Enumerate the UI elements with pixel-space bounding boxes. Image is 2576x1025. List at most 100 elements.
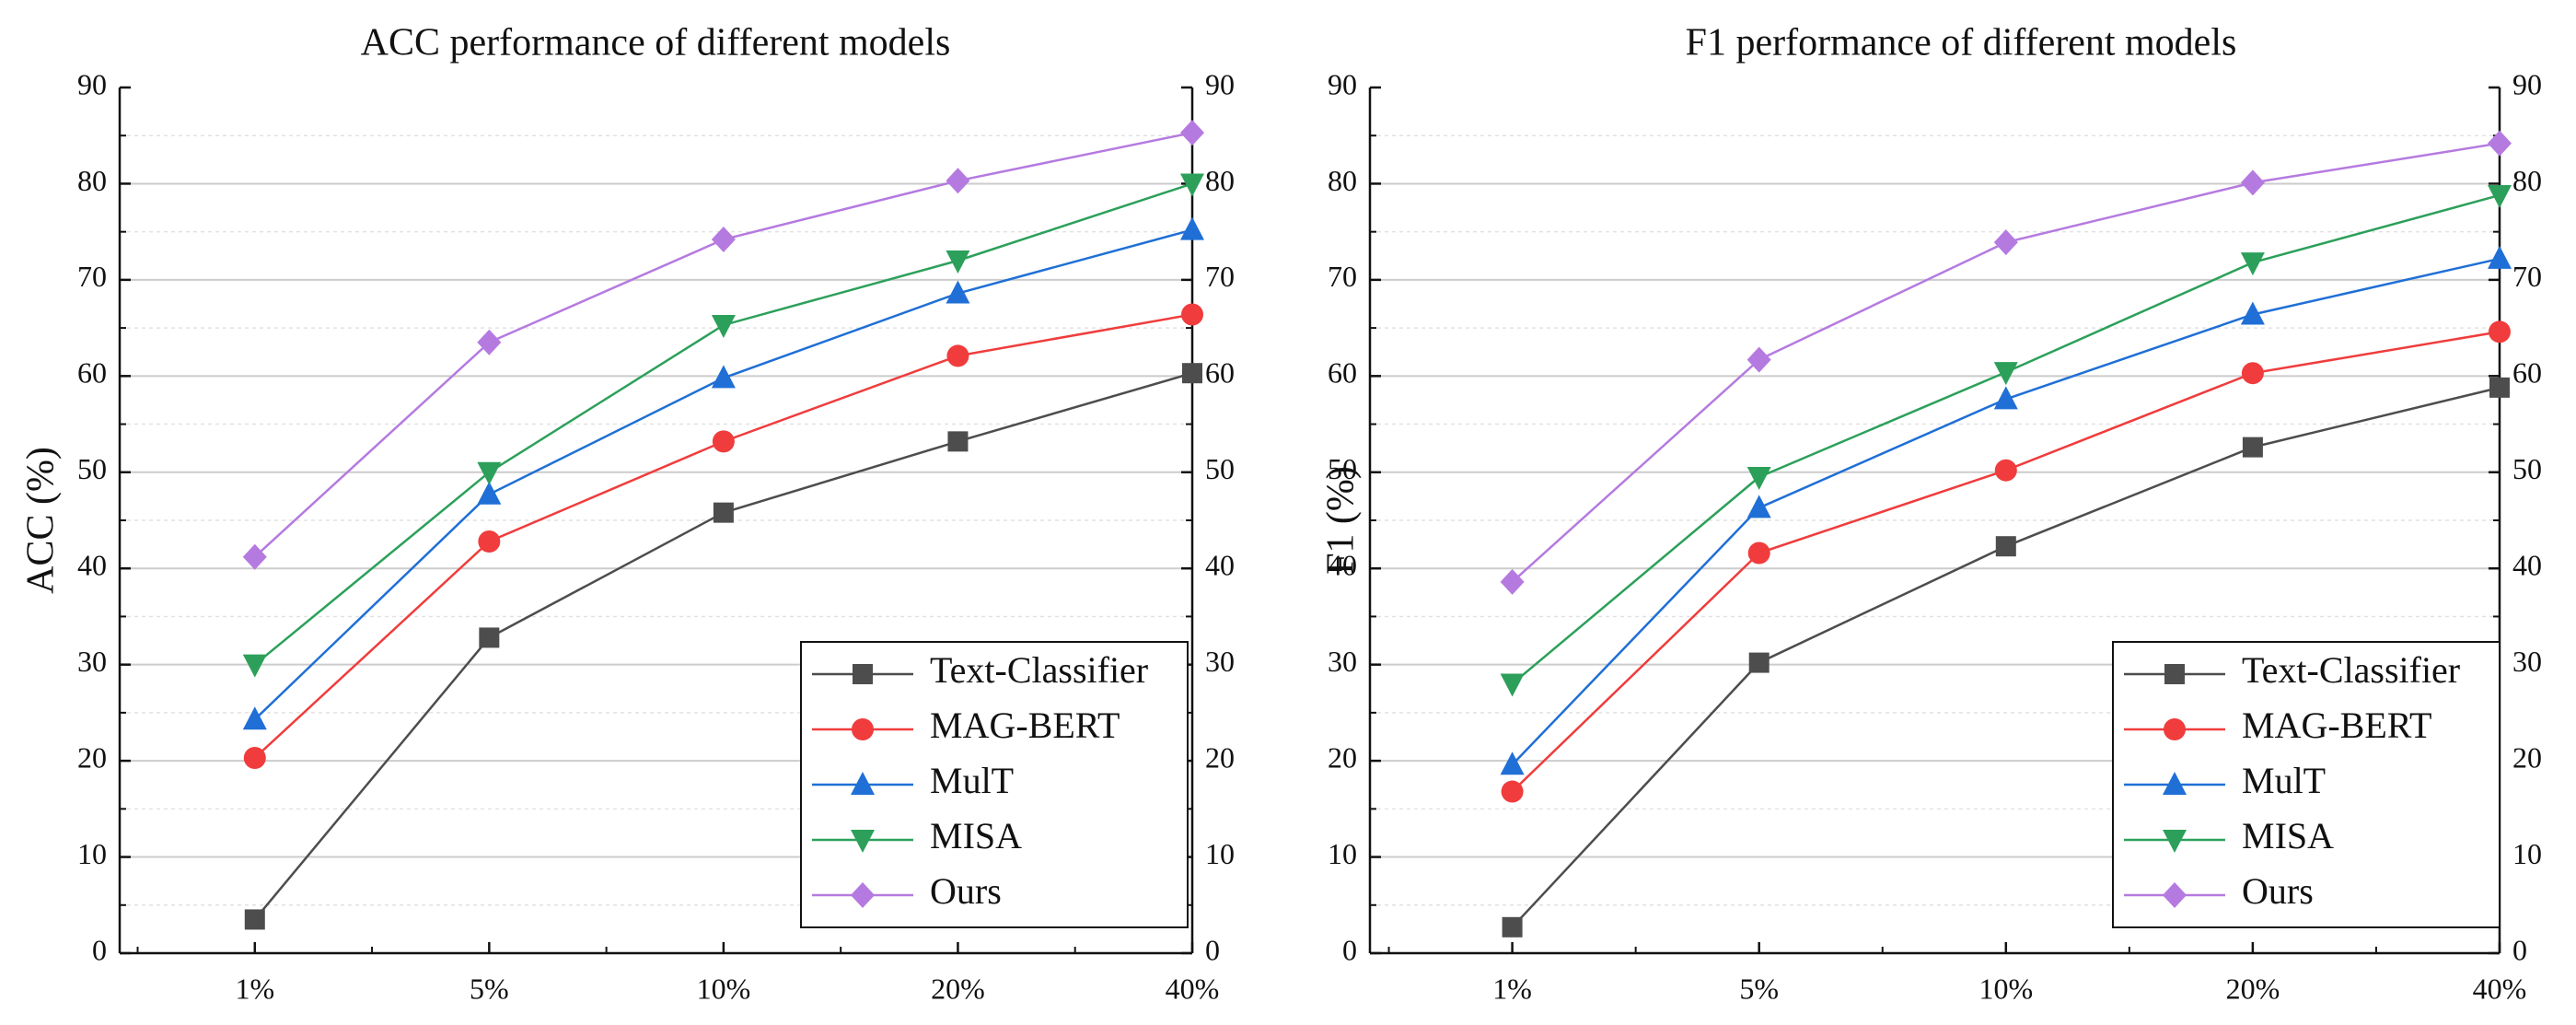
acc-chart: ACC performance of different models ACC (… [20, 22, 1235, 1006]
y-tick-label: 30 [77, 645, 107, 678]
x-tick-label: 1% [1492, 972, 1532, 1005]
data-point [946, 168, 970, 194]
data-point [477, 461, 502, 485]
legend-marker [851, 830, 875, 853]
legend-marker [851, 882, 875, 908]
data-point [2242, 437, 2263, 458]
y-tick-label-right: 80 [2512, 164, 2542, 197]
data-point [947, 431, 969, 452]
x-tick-label: 5% [470, 972, 509, 1005]
legend-label: MAG-BERT [930, 705, 1120, 746]
y-tick-label: 50 [1328, 452, 1357, 485]
legend-label: Ours [930, 870, 1002, 912]
data-point [1180, 120, 1204, 146]
data-point [1501, 780, 1524, 803]
y-tick-label: 90 [1328, 67, 1357, 100]
y-tick-label: 80 [1328, 164, 1357, 197]
data-point [242, 706, 267, 730]
data-point [946, 250, 970, 274]
data-point [477, 329, 502, 355]
chart-title: F1 performance of different models [1686, 22, 2237, 64]
y-tick-label: 80 [77, 164, 107, 197]
legend: Text-Classifier MAG-BERT MulT MISA Ours [800, 641, 1189, 928]
data-point [1180, 173, 1204, 197]
y-tick-label-right: 10 [1205, 837, 1235, 870]
f1-chart: F1 performance of different models F1 (%)… [1320, 22, 2542, 1006]
y-tick-label: 20 [77, 740, 107, 774]
y-tick-label-right: 50 [2512, 452, 2542, 485]
data-point [1995, 536, 2016, 557]
y-tick-label-right: 70 [2512, 260, 2542, 293]
legend-label: MISA [2242, 815, 2334, 856]
y-tick-label-right: 40 [2512, 549, 2542, 582]
y-tick-label-right: 50 [1205, 452, 1235, 485]
x-tick-label: 20% [931, 972, 985, 1005]
data-point [1747, 542, 1770, 565]
data-point [479, 627, 500, 648]
y-tick-label: 10 [77, 837, 107, 870]
y-tick-label: 70 [1328, 260, 1357, 293]
y-tick-label-right: 60 [2512, 356, 2542, 390]
y-tick-label: 70 [77, 260, 107, 293]
y-tick-label-right: 60 [1205, 356, 1235, 390]
data-point [946, 280, 970, 304]
y-tick-label: 10 [1328, 837, 1357, 870]
data-point [1993, 362, 2018, 386]
y-tick-label: 0 [1342, 933, 1357, 966]
y-tick-label-right: 30 [1205, 645, 1235, 678]
y-tick-label-right: 20 [1205, 740, 1235, 774]
data-point [242, 543, 267, 570]
data-point [2488, 245, 2512, 269]
y-tick-label-right: 20 [2512, 740, 2542, 774]
legend-label: MulT [2242, 760, 2326, 801]
y-axis-label: ACC (%) [20, 447, 63, 594]
legend-label: Text-Classifier [930, 649, 1148, 691]
series-line-ours [253, 131, 1193, 558]
data-point [2241, 362, 2264, 385]
data-point [2488, 184, 2512, 208]
data-point [478, 530, 501, 553]
data-point [1748, 652, 1770, 673]
data-point [1502, 916, 1523, 938]
data-point [1994, 459, 2017, 482]
y-tick-label-right: 80 [1205, 164, 1235, 197]
y-tick-label-right: 0 [2512, 933, 2527, 966]
legend-label: MulT [930, 760, 1014, 801]
data-point [1746, 495, 1771, 518]
legend-marker [2164, 664, 2185, 684]
y-tick-label: 90 [77, 67, 107, 100]
x-tick-label: 5% [1739, 972, 1779, 1005]
data-point [2240, 252, 2265, 276]
data-point [946, 344, 969, 367]
data-point [1993, 229, 2018, 256]
data-point [2489, 320, 2511, 344]
data-point [2488, 130, 2512, 157]
data-point [243, 746, 266, 769]
y-tick-label-right: 70 [1205, 260, 1235, 293]
data-point [2240, 169, 2265, 196]
data-point [1500, 751, 1525, 775]
y-axis-label: F1 (%) [1320, 466, 1363, 575]
data-point [477, 481, 502, 505]
data-point [713, 502, 734, 523]
x-tick-label: 10% [697, 972, 751, 1005]
data-point [712, 430, 735, 453]
data-point [711, 365, 736, 389]
legend-marker [2163, 830, 2187, 853]
x-tick-label: 10% [1978, 972, 2033, 1005]
data-point [244, 909, 265, 930]
y-tick-label: 30 [1328, 645, 1357, 678]
y-tick-label: 60 [77, 356, 107, 390]
data-point [1180, 216, 1204, 240]
data-point [1181, 303, 1203, 326]
y-tick-label: 40 [77, 549, 107, 582]
y-tick-label: 20 [1328, 740, 1357, 774]
y-tick-label-right: 30 [2512, 645, 2542, 678]
data-point [1993, 386, 2018, 410]
x-tick-label: 40% [1166, 972, 1220, 1005]
chart-title: ACC performance of different models [361, 22, 951, 64]
data-point [1500, 568, 1525, 595]
y-tick-label: 60 [1328, 356, 1357, 390]
legend-label: MISA [930, 815, 1022, 856]
